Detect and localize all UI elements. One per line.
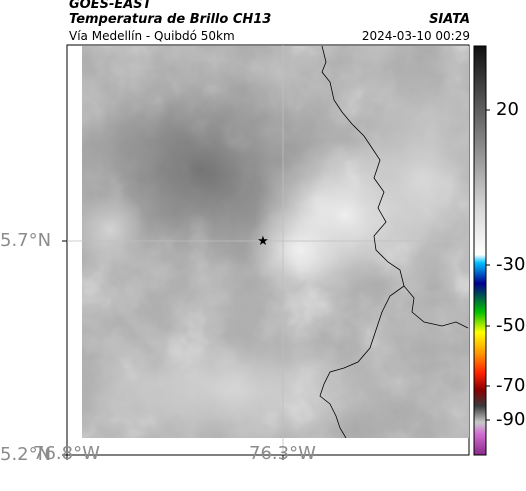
y-tick-5.2N: 5.2°N xyxy=(0,444,52,465)
region-subtitle: Vía Medellín - Quibdó 50km xyxy=(69,29,235,43)
colorbar xyxy=(473,45,487,456)
location-star-icon: ★ xyxy=(257,234,269,249)
satellite-title: GOES-EAST xyxy=(69,0,152,12)
datetime-label: 2024-03-10 00:29 xyxy=(361,29,470,43)
colorbar-tick-minus90: -90 xyxy=(496,409,526,430)
department-border xyxy=(321,46,469,329)
source-label: SIATA xyxy=(429,12,470,27)
department-border-south xyxy=(319,285,405,438)
colorbar-tick-minus70: -70 xyxy=(496,375,526,396)
y-tick-5.7N: 5.7°N xyxy=(0,230,52,251)
x-tick-76.3W: 76.3°W xyxy=(249,443,316,464)
colorbar-tick-minus30: -30 xyxy=(496,254,526,275)
product-title: Temperatura de Brillo CH13 xyxy=(69,12,272,27)
colorbar-tick-20: 20 xyxy=(496,99,519,120)
brightness-temperature-image xyxy=(82,46,469,438)
x-tick-76.8W: 76.8°W xyxy=(33,443,100,464)
colorbar-tick-minus50: -50 xyxy=(496,315,526,336)
